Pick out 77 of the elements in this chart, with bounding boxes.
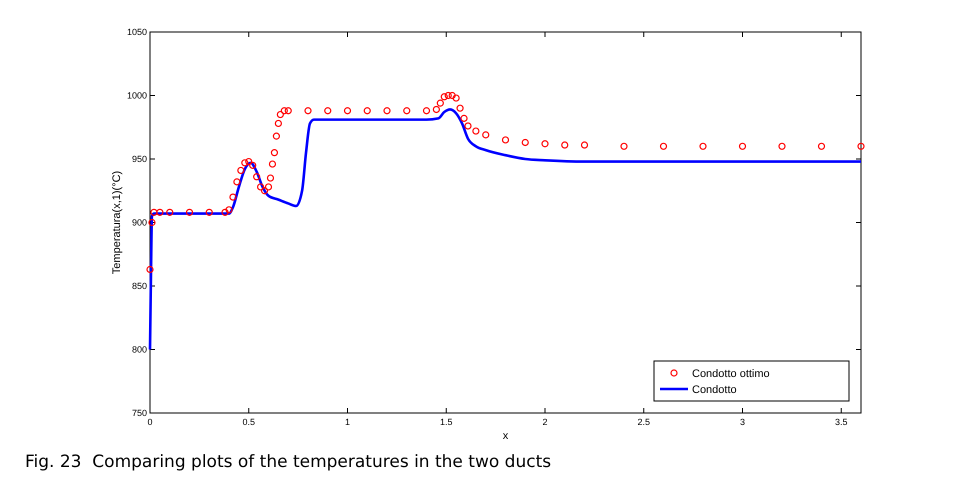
- point: [148, 218, 156, 226]
- point: [266, 174, 274, 182]
- y-axis-title: Temperatura(x,1)(°C): [111, 170, 123, 274]
- y-tick-label: 1000: [126, 90, 147, 100]
- point: [237, 166, 244, 174]
- point: [280, 107, 288, 114]
- caption: Fig. 23 Comparing plots of the temperatures in the two ducts: [25, 452, 552, 472]
- point: [448, 92, 456, 100]
- point: [241, 159, 248, 166]
- point: [472, 127, 480, 135]
- point: [440, 93, 448, 100]
- point: [264, 183, 272, 191]
- y-tick-label: 900: [132, 218, 147, 228]
- x-axis-title: x: [502, 430, 509, 442]
- point: [818, 142, 826, 150]
- point: [166, 208, 174, 216]
- point: [456, 104, 464, 112]
- point: [541, 140, 549, 148]
- point: [156, 208, 164, 216]
- x-tick-label: 2.5: [637, 417, 650, 427]
- point: [383, 107, 391, 114]
- point: [364, 107, 371, 114]
- point: [274, 120, 282, 128]
- point: [857, 142, 865, 150]
- point: [482, 131, 490, 138]
- point: [150, 208, 158, 216]
- point: [436, 100, 444, 107]
- x-tick-label: 3.5: [834, 417, 848, 427]
- legend-label: Condotto: [692, 384, 737, 396]
- point: [270, 149, 278, 156]
- point: [432, 106, 440, 114]
- point: [146, 266, 154, 274]
- point: [699, 142, 707, 150]
- point: [304, 107, 312, 114]
- legend-label: Condotto ottimo: [692, 368, 770, 380]
- x-tick-label: 1: [344, 417, 350, 427]
- x-tick-label: 1.5: [440, 417, 453, 427]
- point: [253, 173, 260, 180]
- point: [344, 107, 352, 114]
- x-tick-label: 3: [740, 417, 746, 427]
- point: [444, 92, 452, 100]
- point: [268, 160, 276, 168]
- point: [660, 142, 668, 150]
- point: [738, 142, 746, 150]
- point: [249, 162, 256, 169]
- point: [221, 208, 229, 216]
- point: [272, 132, 280, 140]
- point: [460, 114, 468, 122]
- y-tick-label: 950: [132, 154, 147, 164]
- point: [257, 183, 264, 191]
- point: [233, 178, 240, 186]
- point: [502, 136, 510, 144]
- point: [284, 107, 292, 114]
- point: [276, 110, 284, 118]
- y-tick-label: 1050: [126, 27, 147, 37]
- point: [260, 187, 268, 194]
- point: [464, 122, 472, 130]
- x-tick-label: 0.5: [242, 417, 256, 427]
- point: [422, 107, 430, 114]
- point: [324, 107, 332, 114]
- point: [778, 142, 786, 150]
- point: [229, 194, 237, 201]
- point: [620, 142, 628, 150]
- x-tick-label: 2: [542, 417, 548, 427]
- point: [186, 208, 194, 216]
- point: [206, 208, 213, 216]
- point: [245, 158, 252, 166]
- y-tick-label: 850: [132, 281, 147, 291]
- point: [522, 138, 529, 146]
- y-tick-label: 800: [132, 344, 147, 354]
- y-tick-label: 750: [132, 408, 147, 418]
- point: [225, 206, 233, 214]
- point: [580, 141, 588, 149]
- x-tick-label: 0: [147, 417, 153, 427]
- point: [561, 141, 568, 149]
- point: [403, 107, 410, 114]
- point: [452, 94, 460, 102]
